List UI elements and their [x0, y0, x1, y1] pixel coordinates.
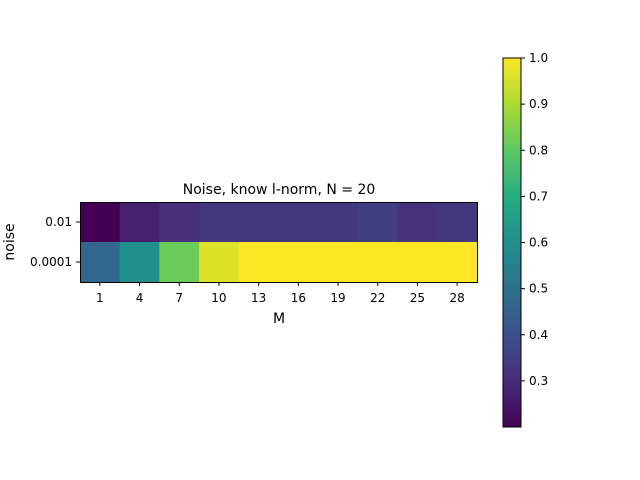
- colorbar-tick-label: 0.9: [529, 97, 548, 111]
- x-tick-label: 10: [211, 291, 226, 305]
- y-tick-label: 0.0001: [30, 255, 72, 269]
- heatmap-cell: [278, 242, 319, 283]
- colorbar-tick-label: 0.5: [529, 282, 548, 296]
- heatmap-cell: [199, 202, 240, 243]
- x-axis-ticks: 1 4 7 10 13 16 19 22 25 28: [96, 282, 465, 305]
- x-axis-label: M: [273, 311, 285, 327]
- heatmap-cell: [159, 202, 200, 243]
- heatmap-cell: [437, 242, 478, 283]
- heatmap-cells: [80, 202, 478, 283]
- x-tick-label: 7: [175, 291, 183, 305]
- y-axis-ticks: 0.01 0.0001: [30, 215, 80, 269]
- heatmap-cell: [397, 202, 438, 243]
- x-tick-label: 25: [410, 291, 425, 305]
- y-axis-label: noise: [2, 223, 18, 260]
- heatmap-cell: [238, 242, 279, 283]
- heatmap-cell: [318, 202, 359, 243]
- x-tick-label: 4: [136, 291, 144, 305]
- y-tick-label: 0.01: [45, 215, 72, 229]
- heatmap-cell: [397, 242, 438, 283]
- colorbar-tick-label: 0.7: [529, 189, 548, 203]
- colorbar-tick-label: 0.4: [529, 328, 548, 342]
- heatmap-cell: [80, 242, 121, 283]
- heatmap-cell: [80, 202, 121, 243]
- colorbar-tick-label: 0.3: [529, 374, 548, 388]
- x-tick-label: 1: [96, 291, 104, 305]
- colorbar: [502, 57, 522, 428]
- x-tick-label: 16: [291, 291, 306, 305]
- x-tick-label: 13: [251, 291, 266, 305]
- heatmap-cell: [159, 242, 200, 283]
- heatmap-cell: [278, 202, 319, 243]
- heatmap-cell: [437, 202, 478, 243]
- colorbar-tick-label: 1.0: [529, 51, 548, 65]
- x-tick-label: 22: [370, 291, 385, 305]
- heatmap-cell: [199, 242, 240, 283]
- heatmap-cell: [357, 202, 398, 243]
- heatmap-cell: [318, 242, 359, 283]
- heatmap-cell: [119, 202, 160, 243]
- colorbar-tick-label: 0.8: [529, 143, 548, 157]
- x-tick-label: 19: [330, 291, 345, 305]
- heatmap-cell: [238, 202, 279, 243]
- heatmap-cell: [357, 242, 398, 283]
- chart-title: Noise, know l-norm, N = 20: [183, 182, 376, 198]
- x-tick-label: 28: [450, 291, 465, 305]
- heatmap-cell: [119, 242, 160, 283]
- colorbar-tick-label: 0.6: [529, 236, 548, 250]
- plot-frame: [80, 202, 478, 283]
- colorbar-ticks: 0.3 0.4 0.5 0.6 0.7 0.8 0.9 1.0: [521, 51, 548, 388]
